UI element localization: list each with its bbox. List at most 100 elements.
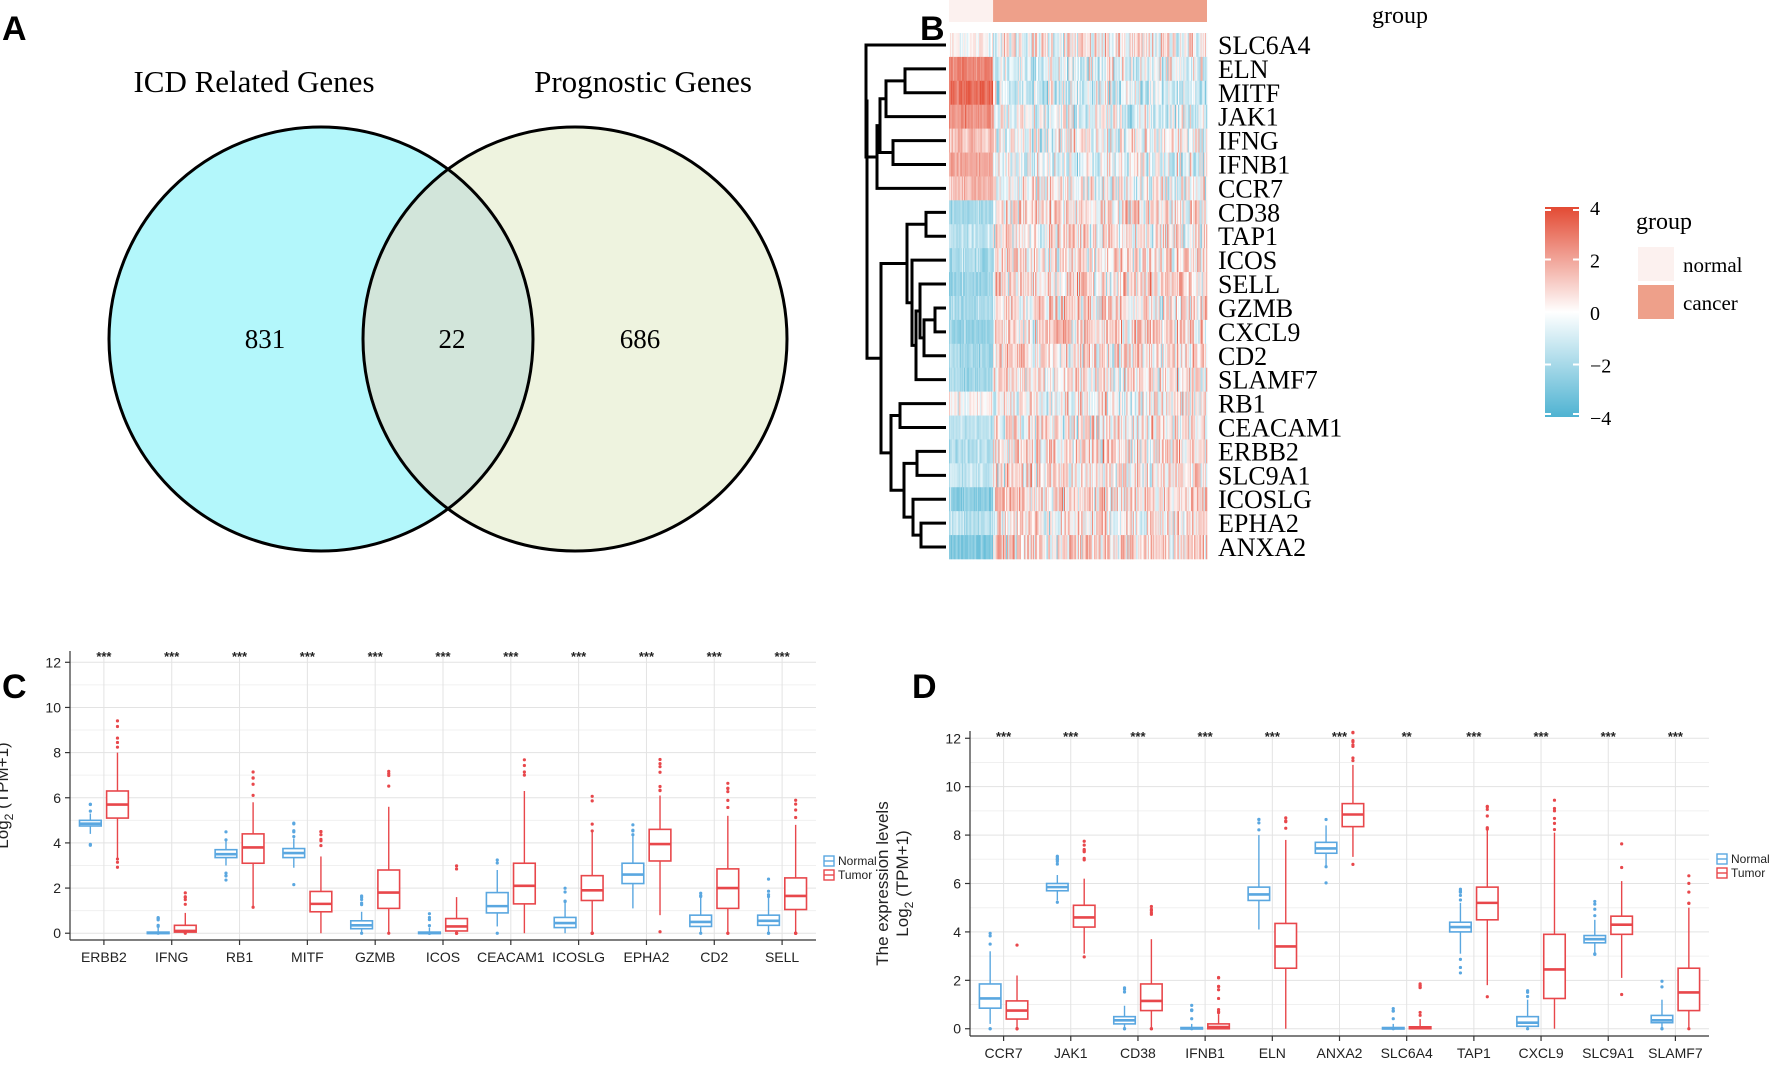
heatmap-cell xyxy=(1147,248,1150,273)
heatmap-cell xyxy=(1198,391,1200,416)
heatmap-cell xyxy=(1133,33,1136,58)
heatmap-cell xyxy=(1043,391,1045,416)
heatmap-cell xyxy=(1152,80,1154,106)
heatmap-cell xyxy=(1182,200,1184,225)
heatmap-cell xyxy=(966,200,968,225)
heatmap-cell xyxy=(961,391,964,416)
heatmap-cell xyxy=(1179,463,1181,488)
heatmap-row-TAP1 xyxy=(949,224,1208,249)
heatmap-cell xyxy=(1047,439,1050,464)
heatmap-cell xyxy=(1053,511,1055,536)
heatmap-cell xyxy=(1099,391,1101,416)
heatmap-cell xyxy=(1016,176,1019,201)
heatmap-cell xyxy=(1151,224,1153,249)
heatmap-cell xyxy=(953,152,955,177)
heatmap-cell xyxy=(1112,248,1114,273)
heatmap-cell xyxy=(1052,391,1054,416)
heatmap-cell xyxy=(997,80,999,106)
heatmap-cell xyxy=(999,200,1001,225)
heatmap-cell xyxy=(1186,56,1188,82)
heatmap-cell xyxy=(993,33,995,58)
heatmap-cell xyxy=(961,343,964,369)
heatmap-cell xyxy=(1152,224,1154,249)
heatmap-cell xyxy=(1046,511,1049,536)
heatmap-cell xyxy=(1159,128,1162,153)
heatmap-cell xyxy=(1010,80,1012,106)
heatmap-cell xyxy=(960,152,963,177)
heatmap-cell xyxy=(969,104,971,129)
heatmap-cell xyxy=(950,415,952,440)
heatmap-cell xyxy=(1152,152,1154,177)
heatmap-cell xyxy=(1012,511,1014,536)
heatmap-cell xyxy=(1183,56,1185,82)
heatmap-cell xyxy=(1144,272,1147,297)
heatmap-cell xyxy=(997,272,999,297)
heatmap-cell xyxy=(1104,128,1107,153)
heatmap-cell xyxy=(1046,296,1049,321)
heatmap-cell xyxy=(960,511,963,536)
heatmap-cell xyxy=(1102,439,1105,464)
heatmap-cell xyxy=(953,439,955,464)
heatmap-cell xyxy=(964,56,966,82)
heatmap-cell xyxy=(1171,343,1173,369)
heatmap-cell xyxy=(1115,272,1118,297)
heatmap-cell xyxy=(1060,463,1063,488)
heatmap-cell xyxy=(1023,415,1025,440)
heatmap-cell xyxy=(1158,296,1161,321)
heatmap-cell xyxy=(1155,439,1157,464)
heatmap-cell xyxy=(1180,463,1182,488)
heatmap-cell xyxy=(964,296,966,321)
heatmap-cell xyxy=(1117,224,1120,249)
heatmap-cell xyxy=(1042,80,1044,106)
heatmap-cell xyxy=(1035,367,1037,392)
heatmap-cell xyxy=(1076,272,1079,297)
heatmap-cell xyxy=(1075,248,1078,273)
heatmap-cell xyxy=(1083,176,1085,201)
heatmap-cell xyxy=(1007,200,1009,225)
heatmap-cell xyxy=(1101,200,1104,225)
heatmap-cell xyxy=(1159,152,1162,177)
heatmap-cell xyxy=(1068,104,1070,129)
heatmap-cell xyxy=(1177,33,1180,58)
heatmap-cell xyxy=(1175,33,1178,58)
heatmap-cell xyxy=(993,511,995,536)
heatmap-cell xyxy=(1189,487,1192,512)
heatmap-cell xyxy=(1065,439,1067,464)
heatmap-cell xyxy=(979,367,981,392)
heatmap-cell xyxy=(958,439,961,464)
heatmap-cell xyxy=(1194,176,1196,201)
heatmap-cell xyxy=(956,224,958,249)
heatmap-cell xyxy=(1161,463,1164,488)
heatmap-cell xyxy=(1139,487,1141,512)
heatmap-cell xyxy=(1024,104,1026,129)
heatmap-cell xyxy=(985,56,987,82)
heatmap-cell xyxy=(972,248,975,273)
heatmap-cell xyxy=(970,128,972,153)
heatmap-cell xyxy=(1144,439,1147,464)
heatmap-cell xyxy=(968,296,970,321)
heatmap-cell xyxy=(1171,224,1173,249)
heatmap-cell xyxy=(1074,248,1077,273)
heatmap-cell xyxy=(1187,56,1190,82)
heatmap-cell xyxy=(1188,487,1191,512)
heatmap-cell xyxy=(1143,152,1145,177)
heatmap-cell xyxy=(1024,56,1026,82)
heatmap-cell xyxy=(1021,487,1023,512)
heatmap-cell xyxy=(949,511,951,536)
heatmap-cell xyxy=(1173,319,1176,345)
heatmap-cell xyxy=(1195,367,1197,392)
heatmap-cell xyxy=(1016,200,1019,225)
heatmap-cell xyxy=(1087,487,1090,512)
heatmap-cell xyxy=(1156,224,1158,249)
heatmap-cell xyxy=(1145,463,1148,488)
heatmap-cell xyxy=(998,415,1000,440)
heatmap-cell xyxy=(1010,487,1012,512)
heatmap-cell xyxy=(1113,128,1115,153)
heatmap-cell xyxy=(1052,248,1054,273)
heatmap-cell xyxy=(1089,128,1092,153)
heatmap-cell xyxy=(1180,248,1182,273)
heatmap-cell xyxy=(1074,367,1077,392)
heatmap-cell xyxy=(1132,439,1135,464)
heatmap-cell xyxy=(1108,56,1110,82)
heatmap-cell xyxy=(1067,487,1069,512)
